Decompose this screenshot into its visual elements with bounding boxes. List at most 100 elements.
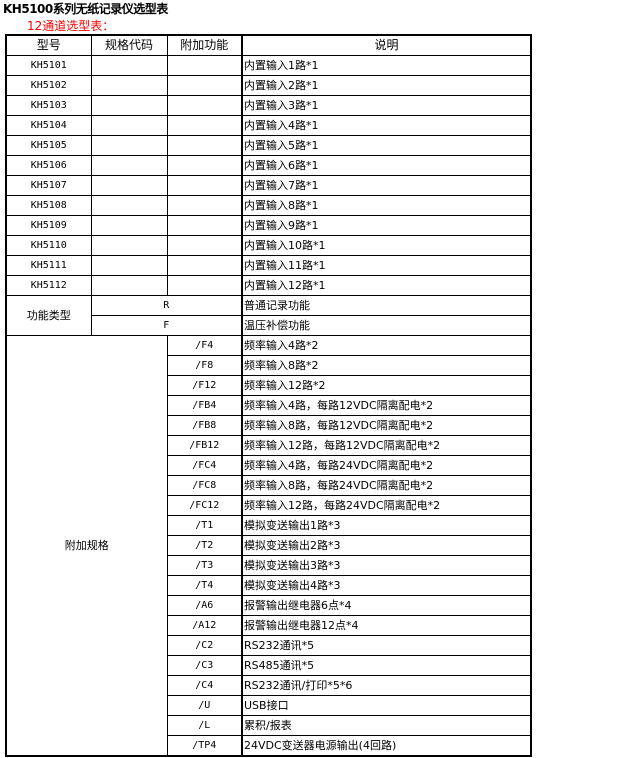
spec-code-cell	[90, 135, 168, 156]
description-cell: 频率输入4路，每路24VDC隔离配电*2	[241, 455, 532, 476]
additional-function-cell	[166, 135, 243, 156]
description-cell: 频率输入8路，每路24VDC隔离配电*2	[241, 475, 532, 496]
table-row: KH5106 内置输入6路*1	[5, 155, 532, 176]
additional-code-cell: /A6	[166, 595, 243, 616]
description-cell: 频率输入12路，每路24VDC隔离配电*2	[241, 495, 532, 516]
model-cell: KH5103	[5, 95, 92, 116]
page-title: KH5100系列无纸记录仪选型表	[3, 2, 168, 16]
description-cell: RS232通讯*5	[241, 635, 532, 656]
description-cell: 内置输入2路*1	[241, 75, 532, 96]
description-cell: 内置输入7路*1	[241, 175, 532, 196]
table-row: /F8 频率输入8路*2	[6, 355, 532, 376]
table-row: /L 累积/报表	[6, 715, 532, 736]
model-cell: KH5107	[5, 175, 92, 196]
model-cell: KH5104	[5, 115, 92, 136]
description-cell: 内置输入12路*1	[241, 275, 532, 296]
table-row: KH5112 内置输入12路*1	[5, 275, 532, 296]
additional-code-cell: /FC4	[166, 455, 243, 476]
table-row: /C2 RS232通讯*5	[6, 635, 532, 656]
description-cell: 累积/报表	[241, 715, 532, 736]
model-cell: KH5105	[5, 135, 92, 156]
model-cell: KH5101	[5, 55, 92, 76]
additional-code-cell: /F12	[166, 375, 243, 396]
spec-code-cell	[90, 75, 168, 96]
table-row: KH5110 内置输入10路*1	[5, 235, 532, 256]
description-cell: 内置输入5路*1	[241, 135, 532, 156]
model-cell: KH5106	[5, 155, 92, 176]
description-cell: 温压补偿功能	[241, 315, 532, 336]
additional-function-cell	[166, 275, 243, 296]
description-cell: 内置输入8路*1	[241, 195, 532, 216]
additional-code-cell: /FC12	[166, 495, 243, 516]
description-cell: 内置输入11路*1	[241, 255, 532, 276]
additional-function-cell	[166, 195, 243, 216]
description-cell: 内置输入10路*1	[241, 235, 532, 256]
additional-code-cell: /TP4	[166, 735, 243, 757]
description-cell: 频率输入4路*2	[241, 335, 532, 356]
additional-code-cell: /F4	[166, 335, 243, 356]
additional-code-cell: /U	[166, 695, 243, 716]
table-row: KH5111 内置输入11路*1	[5, 255, 532, 276]
table-row: 功能类型 R 普通记录功能	[5, 295, 532, 336]
description-cell: 频率输入4路，每路12VDC隔离配电*2	[241, 395, 532, 416]
additional-function-cell	[166, 55, 243, 76]
additional-code-cell: /FB4	[166, 395, 243, 416]
header-row: 型号 规格代码 附加功能 说明	[5, 34, 532, 56]
table-row: /C3 RS485通讯*5	[6, 655, 532, 676]
description-cell: 频率输入12路，每路12VDC隔离配电*2	[241, 435, 532, 456]
description-cell: USB接口	[241, 695, 532, 716]
table-row: /U USB接口	[6, 695, 532, 716]
additional-code-cell: /C3	[166, 655, 243, 676]
spec-code-cell	[90, 275, 168, 296]
header-description: 说明	[241, 34, 532, 56]
table-row: KH5109 内置输入9路*1	[5, 215, 532, 236]
table-row: KH5107 内置输入7路*1	[5, 175, 532, 196]
description-cell: 模拟变送输出3路*3	[241, 555, 532, 576]
table-row: KH5102 内置输入2路*1	[5, 75, 532, 96]
model-cell: KH5109	[5, 215, 92, 236]
function-type-label: 功能类型	[5, 295, 92, 336]
spec-code-cell	[90, 115, 168, 136]
additional-code-cell: /T3	[166, 555, 243, 576]
model-cell: KH5110	[5, 235, 92, 256]
additional-code-cell: /FC8	[166, 475, 243, 496]
additional-function-cell	[166, 155, 243, 176]
table-row: /FB4 频率输入4路，每路12VDC隔离配电*2	[6, 395, 532, 416]
description-cell: 模拟变送输出2路*3	[241, 535, 532, 556]
table-row: /FB8 频率输入8路，每路12VDC隔离配电*2	[6, 415, 532, 436]
additional-code-cell: /C4	[166, 675, 243, 696]
table-row: KH5105 内置输入5路*1	[5, 135, 532, 156]
additional-code-cell: /F8	[166, 355, 243, 376]
model-cell: KH5111	[5, 255, 92, 276]
additional-function-cell	[166, 175, 243, 196]
header-spec-code: 规格代码	[90, 34, 168, 56]
additional-code-cell: /C2	[166, 635, 243, 656]
description-cell: 内置输入1路*1	[241, 55, 532, 76]
description-cell: 内置输入6路*1	[241, 155, 532, 176]
description-cell: 报警输出继电器12点*4	[241, 615, 532, 636]
table-row: /C4 RS232通讯/打印*5*6	[6, 675, 532, 696]
spec-code-cell	[90, 215, 168, 236]
model-cell: KH5108	[5, 195, 92, 216]
table-row: KH5108 内置输入8路*1	[5, 195, 532, 216]
table-row: /TP4 24VDC变送器电源输出(4回路)	[6, 735, 532, 757]
description-cell: 内置输入3路*1	[241, 95, 532, 116]
additional-function-cell	[166, 75, 243, 96]
additional-code-cell: /A12	[166, 615, 243, 636]
description-cell: 频率输入8路，每路12VDC隔离配电*2	[241, 415, 532, 436]
model-cell: KH5112	[5, 275, 92, 296]
table-row: /A12 报警输出继电器12点*4	[6, 615, 532, 636]
spec-code-cell	[90, 55, 168, 76]
section-subtitle: 12通道选型表：	[27, 19, 115, 33]
spec-code-cell	[90, 235, 168, 256]
description-cell: 频率输入8路*2	[241, 355, 532, 376]
additional-spec-label: 附加规格	[5, 335, 168, 757]
table-row: KH5104 内置输入4路*1	[5, 115, 532, 136]
additional-function-cell	[166, 115, 243, 136]
description-cell: 模拟变送输出1路*3	[241, 515, 532, 536]
table-row: KH5101 内置输入1路*1	[5, 55, 532, 76]
description-cell: RS232通讯/打印*5*6	[241, 675, 532, 696]
additional-code-cell: /FB8	[166, 415, 243, 436]
header-additional-function: 附加功能	[166, 34, 243, 56]
additional-function-cell	[166, 95, 243, 116]
